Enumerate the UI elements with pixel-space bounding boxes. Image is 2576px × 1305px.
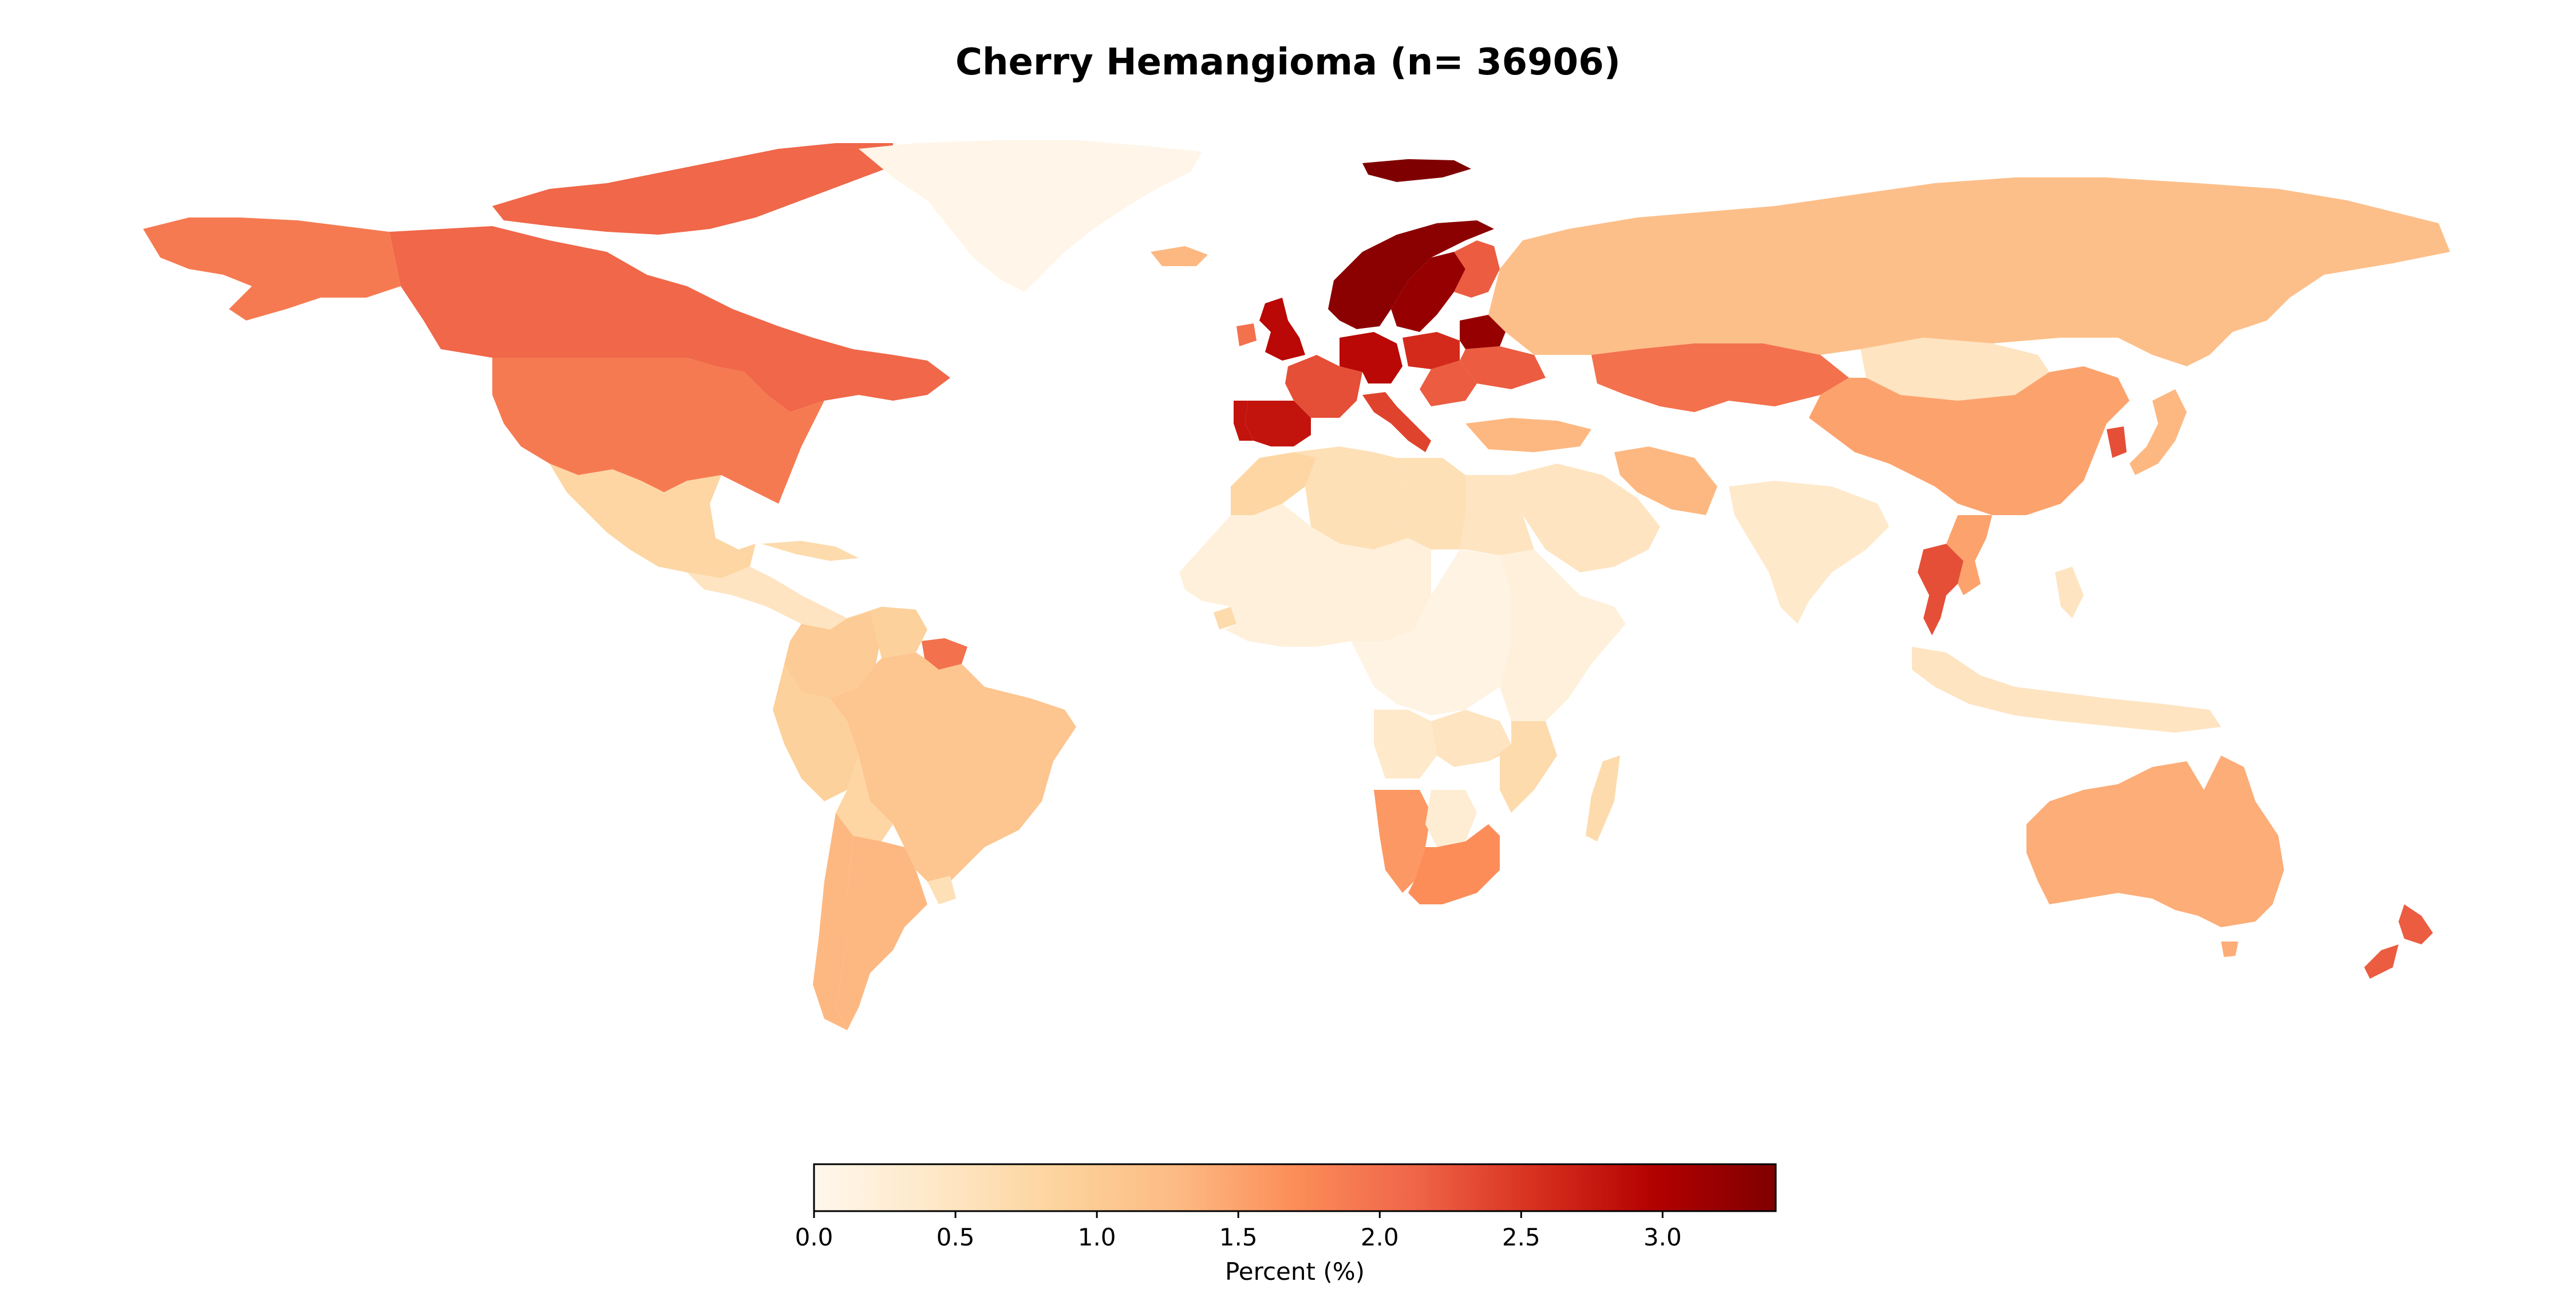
region-madagascar xyxy=(1586,756,1620,841)
region-alaska xyxy=(143,217,401,321)
region-cuba xyxy=(761,541,859,561)
region-namibia xyxy=(1374,790,1431,893)
region-russia xyxy=(1488,177,2450,366)
region-japan xyxy=(2129,389,2187,475)
region-indonesia xyxy=(1912,647,2221,733)
region-algeria xyxy=(1294,446,1408,549)
region-united-states xyxy=(492,358,824,504)
region-botswana xyxy=(1425,790,1477,847)
region-india xyxy=(1729,481,1889,624)
region-mozambique xyxy=(1488,721,1557,813)
colorbar-tick-label: 1.0 xyxy=(1078,1223,1116,1251)
region-thailand xyxy=(1918,544,1963,635)
region-ireland xyxy=(1236,323,1257,346)
region-zambia xyxy=(1431,710,1511,767)
colorbar-gradient xyxy=(813,1163,1777,1212)
region-romania xyxy=(1420,361,1477,406)
colorbar-tick-label: 3.0 xyxy=(1643,1223,1682,1251)
region-iran xyxy=(1614,446,1717,515)
region-senegal xyxy=(1214,607,1236,630)
region-belarus xyxy=(1460,315,1506,349)
region-canada-arctic xyxy=(492,143,893,235)
region-australia xyxy=(2026,756,2284,927)
region-egypt xyxy=(1460,475,1534,555)
colorbar-tick-label: 2.0 xyxy=(1361,1223,1399,1251)
region-tasmania xyxy=(2221,942,2238,957)
region-germany xyxy=(1340,332,1402,383)
region-canada xyxy=(389,226,950,412)
region-norway xyxy=(1328,220,1494,329)
region-mexico xyxy=(550,464,756,578)
region-ukraine xyxy=(1460,346,1546,389)
region-venezuela xyxy=(847,607,927,658)
region-west-africa xyxy=(1179,504,1431,647)
colorbar-tick-label: 0.0 xyxy=(795,1223,833,1251)
region-saudi-arabia xyxy=(1511,464,1660,572)
region-chile xyxy=(813,813,859,1036)
region-united-kingdom xyxy=(1259,298,1305,361)
region-finland xyxy=(1454,240,1500,298)
colorbar-tick-label: 0.5 xyxy=(937,1223,975,1251)
region-bolivia xyxy=(836,756,893,841)
colorbar-label: Percent (%) xyxy=(1225,1257,1365,1286)
colorbar-tick-label: 2.5 xyxy=(1502,1223,1540,1251)
region-central-africa xyxy=(1351,549,1511,715)
region-argentina xyxy=(836,836,927,1030)
region-sweden xyxy=(1391,252,1465,332)
region-angola xyxy=(1374,710,1437,778)
country-layer xyxy=(143,140,2450,1036)
region-philippines xyxy=(2055,567,2084,618)
region-italy xyxy=(1362,392,1431,452)
region-iceland xyxy=(1151,246,1208,266)
region-mongolia xyxy=(1860,338,2049,401)
region-vietnam xyxy=(1946,515,1992,595)
region-brazil xyxy=(830,652,1076,893)
region-spain xyxy=(1245,401,1311,446)
region-south-africa xyxy=(1408,824,1500,904)
page-title: Cherry Hemangioma (n= 36906) xyxy=(955,41,1621,84)
region-new-zealand xyxy=(2364,904,2433,979)
region-suriname xyxy=(922,638,967,670)
region-libya xyxy=(1397,458,1465,549)
colorbar-tick-label: 1.5 xyxy=(1219,1223,1258,1251)
region-portugal xyxy=(1234,401,1254,441)
region-china xyxy=(1809,366,2129,515)
region-colombia xyxy=(784,612,882,698)
region-morocco xyxy=(1231,452,1317,515)
region-poland xyxy=(1402,332,1460,369)
region-east-africa xyxy=(1500,549,1626,721)
region-svalbard xyxy=(1362,159,1471,182)
region-greenland xyxy=(859,140,1202,292)
region-korea xyxy=(2107,426,2127,458)
region-france xyxy=(1285,355,1362,418)
colorbar-ticks: 0.0 0.5 1.0 1.5 2.0 2.5 3.0 xyxy=(795,1211,1682,1251)
region-uruguay xyxy=(927,876,956,904)
region-peru xyxy=(773,664,859,801)
region-turkey xyxy=(1465,418,1591,452)
region-kazakhstan xyxy=(1591,343,1849,412)
region-central-america xyxy=(687,567,847,630)
